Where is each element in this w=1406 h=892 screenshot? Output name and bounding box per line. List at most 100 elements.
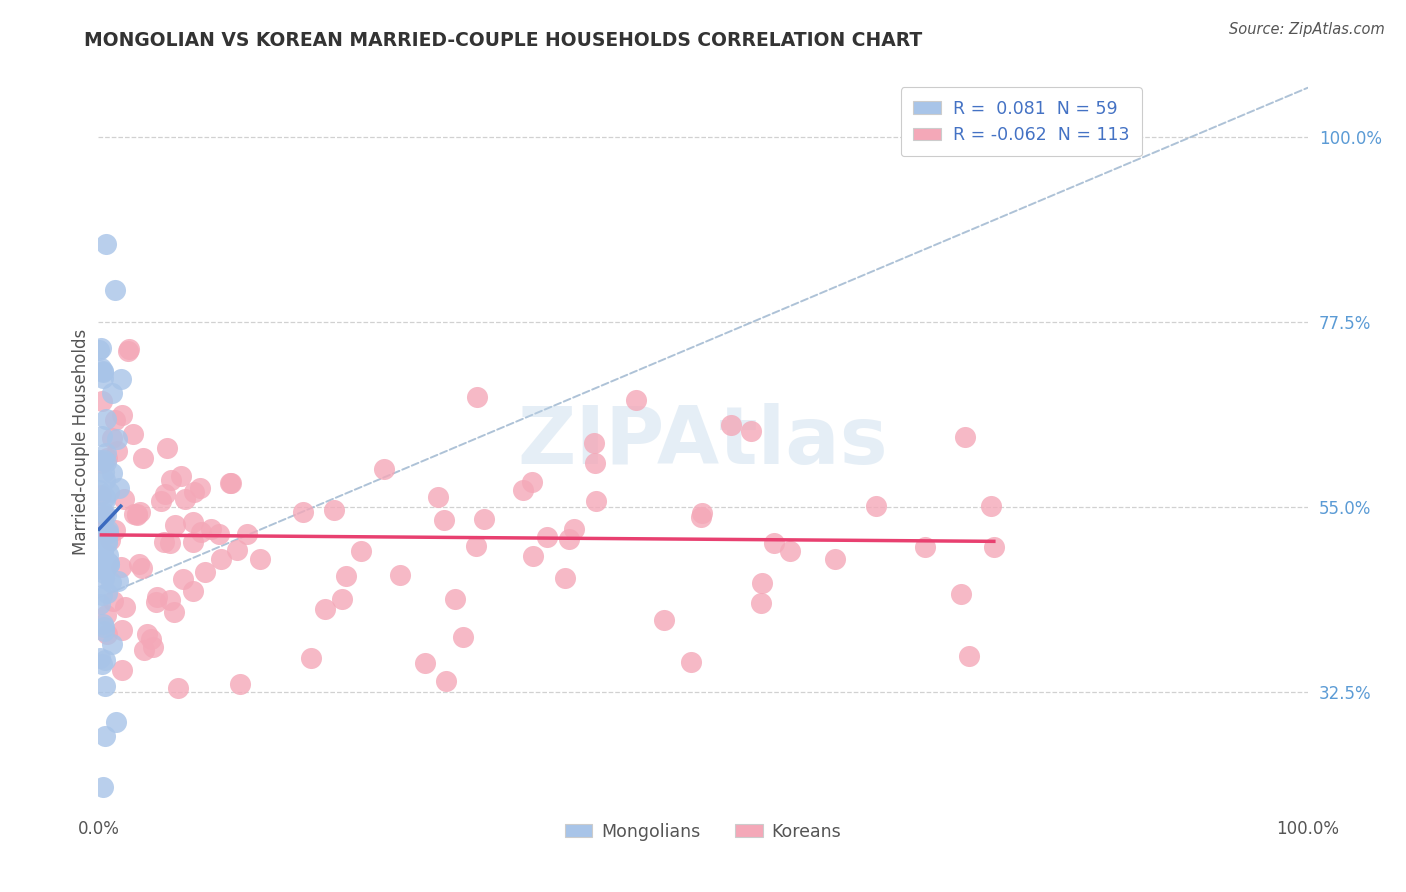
- Point: [112, 492, 135, 507]
- Point: [91, 457, 114, 471]
- Point: [96, 450, 118, 465]
- Point: [583, 435, 606, 450]
- Point: [104, 284, 127, 298]
- Point: [194, 565, 217, 579]
- Point: [97, 557, 120, 571]
- Point: [236, 527, 259, 541]
- Point: [183, 485, 205, 500]
- Point: [444, 592, 467, 607]
- Point: [299, 651, 322, 665]
- Point: [122, 507, 145, 521]
- Point: [104, 413, 127, 427]
- Point: [225, 542, 247, 557]
- Point: [96, 586, 118, 600]
- Point: [91, 513, 114, 527]
- Point: [96, 412, 118, 426]
- Point: [91, 780, 114, 794]
- Point: [89, 597, 111, 611]
- Point: [681, 655, 703, 669]
- Point: [128, 558, 150, 572]
- Point: [652, 613, 675, 627]
- Point: [426, 490, 449, 504]
- Point: [93, 566, 115, 580]
- Point: [94, 455, 117, 469]
- Point: [181, 515, 204, 529]
- Point: [146, 590, 169, 604]
- Point: [292, 505, 315, 519]
- Point: [181, 535, 204, 549]
- Point: [98, 557, 121, 571]
- Point: [96, 446, 118, 460]
- Text: Source: ZipAtlas.com: Source: ZipAtlas.com: [1229, 22, 1385, 37]
- Point: [914, 540, 936, 554]
- Point: [949, 587, 972, 601]
- Point: [163, 518, 186, 533]
- Point: [110, 372, 132, 386]
- Y-axis label: Married-couple Households: Married-couple Households: [72, 328, 90, 555]
- Point: [90, 531, 112, 545]
- Point: [149, 494, 172, 508]
- Point: [436, 674, 458, 689]
- Point: [173, 492, 195, 507]
- Point: [91, 617, 114, 632]
- Point: [465, 390, 488, 404]
- Point: [101, 467, 124, 481]
- Point: [91, 506, 114, 520]
- Point: [93, 465, 115, 479]
- Point: [522, 549, 544, 563]
- Point: [388, 568, 411, 582]
- Point: [562, 522, 585, 536]
- Point: [90, 361, 112, 376]
- Point: [105, 443, 128, 458]
- Point: [132, 450, 155, 465]
- Point: [125, 507, 148, 521]
- Point: [90, 521, 112, 535]
- Text: ZIPAtlas: ZIPAtlas: [517, 402, 889, 481]
- Point: [93, 452, 115, 467]
- Point: [94, 608, 117, 623]
- Point: [93, 508, 115, 522]
- Point: [97, 555, 120, 569]
- Point: [323, 503, 346, 517]
- Point: [153, 487, 176, 501]
- Point: [90, 394, 112, 409]
- Point: [953, 430, 976, 444]
- Point: [583, 456, 606, 470]
- Point: [350, 544, 373, 558]
- Point: [93, 624, 115, 638]
- Point: [957, 649, 980, 664]
- Point: [94, 490, 117, 504]
- Point: [536, 530, 558, 544]
- Point: [127, 508, 149, 523]
- Point: [142, 640, 165, 655]
- Point: [96, 526, 118, 541]
- Point: [129, 505, 152, 519]
- Point: [122, 426, 145, 441]
- Point: [93, 729, 115, 743]
- Point: [335, 569, 357, 583]
- Point: [100, 575, 122, 590]
- Point: [451, 630, 474, 644]
- Point: [228, 677, 250, 691]
- Point: [720, 418, 742, 433]
- Point: [134, 642, 156, 657]
- Point: [87, 343, 110, 358]
- Point: [90, 588, 112, 602]
- Point: [87, 453, 110, 467]
- Point: [190, 525, 212, 540]
- Point: [522, 475, 544, 489]
- Point: [97, 523, 120, 537]
- Point: [983, 540, 1005, 554]
- Point: [159, 473, 181, 487]
- Point: [97, 526, 120, 541]
- Point: [779, 544, 801, 558]
- Point: [689, 510, 711, 524]
- Point: [131, 561, 153, 575]
- Point: [751, 576, 773, 591]
- Point: [740, 424, 762, 438]
- Point: [117, 343, 139, 358]
- Point: [208, 526, 231, 541]
- Point: [108, 481, 131, 495]
- Point: [90, 342, 112, 356]
- Point: [96, 535, 118, 549]
